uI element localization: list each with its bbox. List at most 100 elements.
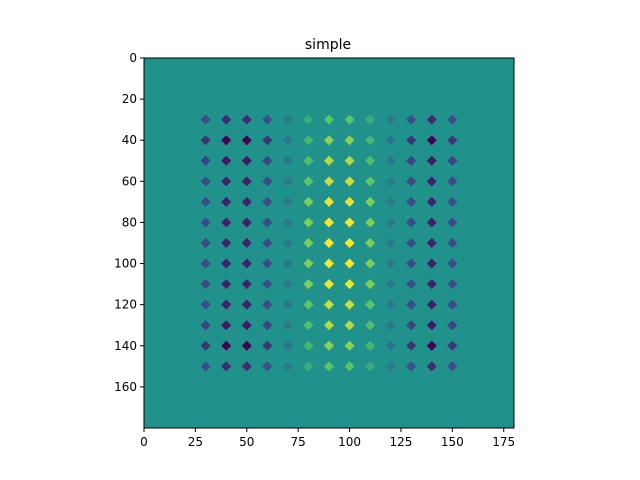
data-marker [344, 155, 355, 166]
data-marker [385, 196, 396, 207]
data-marker [324, 320, 334, 331]
data-marker [447, 238, 458, 248]
data-marker [385, 340, 396, 351]
data-marker [303, 196, 314, 207]
chart-title: simple [305, 37, 351, 53]
data-marker [282, 299, 293, 310]
data-marker [282, 196, 293, 207]
data-marker [262, 114, 273, 125]
data-marker [221, 299, 232, 310]
data-marker [303, 299, 314, 310]
data-marker [385, 238, 396, 248]
data-marker [426, 299, 437, 310]
data-marker [200, 258, 211, 269]
data-marker [262, 176, 273, 187]
data-marker [344, 196, 355, 207]
x-tick-label: 25 [188, 435, 203, 449]
data-marker [282, 217, 293, 228]
data-marker [303, 279, 314, 290]
data-marker [344, 361, 355, 372]
data-marker [406, 299, 417, 310]
data-marker [241, 155, 252, 166]
data-marker [221, 320, 232, 331]
data-marker [200, 114, 211, 125]
data-marker [200, 320, 211, 331]
data-marker [303, 176, 314, 187]
data-marker [344, 114, 355, 125]
data-marker [447, 299, 458, 310]
data-marker [200, 238, 211, 248]
data-marker [324, 279, 334, 290]
data-marker [303, 320, 314, 331]
data-marker [406, 320, 417, 331]
x-tick-label: 50 [239, 435, 254, 449]
data-marker [406, 217, 417, 228]
data-marker [221, 196, 232, 207]
data-marker [406, 196, 417, 207]
data-marker [241, 258, 252, 269]
data-marker [221, 258, 232, 269]
data-marker [221, 238, 232, 248]
data-marker [200, 155, 211, 166]
data-marker [200, 176, 211, 187]
data-marker [385, 217, 396, 228]
data-marker [241, 320, 252, 331]
data-marker [282, 238, 293, 248]
data-marker [262, 340, 273, 351]
data-marker [344, 340, 355, 351]
data-marker [241, 176, 252, 187]
x-tick-label: 150 [441, 435, 464, 449]
data-marker [385, 279, 396, 290]
data-marker [385, 258, 396, 269]
data-marker [303, 155, 314, 166]
data-marker [426, 114, 437, 125]
data-marker [365, 114, 376, 125]
data-marker [365, 176, 376, 187]
data-marker [262, 361, 273, 372]
data-marker [447, 279, 458, 290]
data-marker [303, 135, 314, 146]
data-marker [200, 217, 211, 228]
data-marker [221, 155, 232, 166]
x-tick-label: 100 [338, 435, 361, 449]
data-marker [385, 176, 396, 187]
data-marker [241, 114, 252, 125]
data-marker [385, 361, 396, 372]
data-marker [426, 279, 437, 290]
data-marker [282, 258, 293, 269]
data-marker [262, 217, 273, 228]
data-marker [447, 217, 458, 228]
data-marker [282, 155, 293, 166]
data-marker [324, 238, 334, 248]
data-marker [221, 135, 232, 146]
data-marker [406, 114, 417, 125]
y-tick-label: 140 [114, 339, 137, 353]
data-marker [406, 135, 417, 146]
data-marker [282, 135, 293, 146]
data-marker [241, 196, 252, 207]
data-marker [365, 299, 376, 310]
data-marker [221, 340, 232, 351]
data-marker [344, 176, 355, 187]
data-marker [426, 258, 437, 269]
data-marker [365, 320, 376, 331]
data-marker [221, 176, 232, 187]
y-tick-label: 40 [122, 133, 137, 147]
data-marker [324, 135, 334, 146]
y-axis: 0 20 40 60 80 100 120 140 160 [114, 51, 144, 394]
data-marker [221, 217, 232, 228]
data-marker [262, 196, 273, 207]
data-marker [365, 340, 376, 351]
data-marker [324, 114, 334, 125]
data-marker [344, 299, 355, 310]
data-marker [324, 340, 334, 351]
data-marker [303, 340, 314, 351]
data-marker [200, 340, 211, 351]
y-tick-label: 100 [114, 257, 137, 271]
data-marker [324, 217, 334, 228]
data-marker [200, 135, 211, 146]
data-marker [241, 340, 252, 351]
data-marker [447, 320, 458, 331]
data-marker [241, 238, 252, 248]
